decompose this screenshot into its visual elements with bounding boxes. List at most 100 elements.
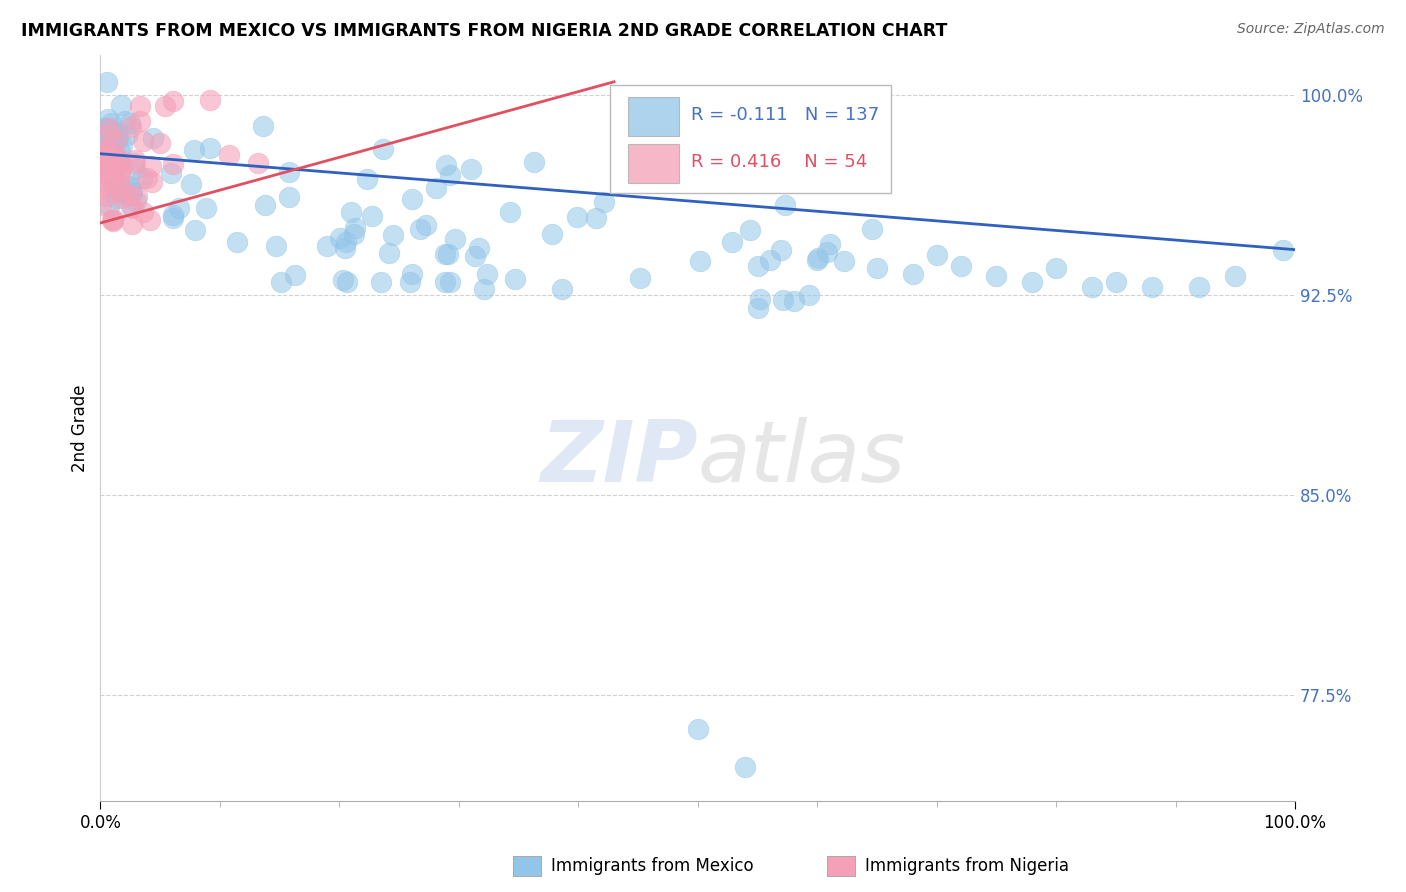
Point bbox=[101, 147, 124, 161]
Point bbox=[284, 268, 307, 283]
Point bbox=[382, 228, 405, 243]
Point bbox=[799, 288, 821, 302]
Point bbox=[183, 144, 205, 158]
Point bbox=[277, 165, 299, 179]
Point bbox=[759, 253, 782, 268]
Point bbox=[124, 162, 146, 177]
Point bbox=[104, 135, 127, 149]
Point bbox=[94, 161, 117, 175]
Point bbox=[111, 137, 134, 152]
Point bbox=[783, 293, 806, 308]
Point bbox=[336, 275, 359, 289]
Point bbox=[101, 166, 124, 180]
Point bbox=[100, 135, 122, 149]
Point bbox=[122, 201, 145, 215]
Point bbox=[630, 271, 652, 285]
Point bbox=[477, 267, 499, 281]
Point bbox=[343, 227, 366, 242]
Point bbox=[866, 261, 889, 276]
Point bbox=[270, 275, 292, 289]
Point bbox=[94, 159, 117, 173]
Point bbox=[425, 181, 447, 195]
Point bbox=[103, 212, 125, 227]
Y-axis label: 2nd Grade: 2nd Grade bbox=[72, 384, 89, 472]
Point bbox=[184, 223, 207, 237]
Point bbox=[565, 210, 588, 224]
Point bbox=[97, 132, 120, 146]
Point bbox=[90, 166, 112, 180]
Point bbox=[772, 293, 794, 307]
Point bbox=[94, 178, 117, 192]
Point bbox=[162, 94, 184, 108]
Point bbox=[98, 151, 121, 165]
Point bbox=[815, 244, 838, 259]
Point bbox=[399, 275, 422, 289]
Point bbox=[105, 153, 128, 168]
Point bbox=[128, 99, 150, 113]
Point bbox=[415, 219, 437, 233]
Point bbox=[103, 148, 125, 162]
Point bbox=[360, 209, 382, 223]
Point bbox=[167, 201, 190, 215]
Point bbox=[107, 184, 129, 198]
Point bbox=[91, 180, 114, 194]
Point bbox=[108, 157, 131, 171]
Point bbox=[162, 157, 184, 171]
Point bbox=[131, 171, 153, 186]
Point bbox=[141, 159, 163, 173]
Point bbox=[339, 205, 361, 219]
Point bbox=[901, 267, 924, 281]
Point bbox=[101, 178, 124, 193]
Point bbox=[101, 172, 124, 186]
Point bbox=[356, 171, 378, 186]
Point bbox=[949, 259, 972, 273]
Point bbox=[110, 159, 132, 173]
Point bbox=[807, 252, 830, 266]
Point bbox=[110, 168, 132, 182]
Text: Source: ZipAtlas.com: Source: ZipAtlas.com bbox=[1237, 22, 1385, 37]
Point bbox=[401, 267, 423, 281]
Point bbox=[734, 759, 756, 773]
Point bbox=[97, 112, 120, 127]
Point bbox=[105, 129, 128, 144]
Bar bbox=[628, 144, 679, 183]
Point bbox=[464, 249, 486, 263]
Point bbox=[747, 301, 769, 316]
Point bbox=[141, 175, 163, 189]
Point bbox=[101, 159, 124, 173]
Point bbox=[93, 147, 115, 161]
Point bbox=[120, 116, 142, 130]
Point bbox=[689, 254, 711, 268]
Point bbox=[523, 154, 546, 169]
FancyBboxPatch shape bbox=[610, 85, 891, 194]
Point bbox=[434, 247, 457, 261]
Point bbox=[97, 161, 120, 175]
Point bbox=[986, 269, 1008, 284]
Point bbox=[198, 93, 221, 107]
Point bbox=[1021, 275, 1043, 289]
Point bbox=[142, 131, 165, 145]
Point bbox=[101, 213, 124, 227]
Point bbox=[93, 143, 115, 157]
Point bbox=[1105, 275, 1128, 289]
Point bbox=[96, 127, 118, 141]
Point bbox=[135, 171, 157, 186]
Point bbox=[111, 191, 134, 205]
Point bbox=[218, 148, 240, 162]
Point bbox=[1081, 280, 1104, 294]
Point bbox=[98, 123, 121, 137]
Point bbox=[97, 147, 120, 161]
Text: ZIP: ZIP bbox=[540, 417, 697, 500]
Point bbox=[439, 168, 461, 182]
Point bbox=[925, 248, 948, 262]
Point bbox=[437, 246, 460, 260]
Point bbox=[100, 141, 122, 155]
Point bbox=[110, 186, 132, 200]
Point bbox=[180, 178, 202, 192]
Point bbox=[409, 222, 432, 236]
Text: R = 0.416    N = 54: R = 0.416 N = 54 bbox=[690, 153, 866, 171]
Point bbox=[90, 148, 112, 162]
Text: R = -0.111   N = 137: R = -0.111 N = 137 bbox=[690, 106, 879, 124]
Point bbox=[551, 282, 574, 296]
Point bbox=[194, 202, 217, 216]
